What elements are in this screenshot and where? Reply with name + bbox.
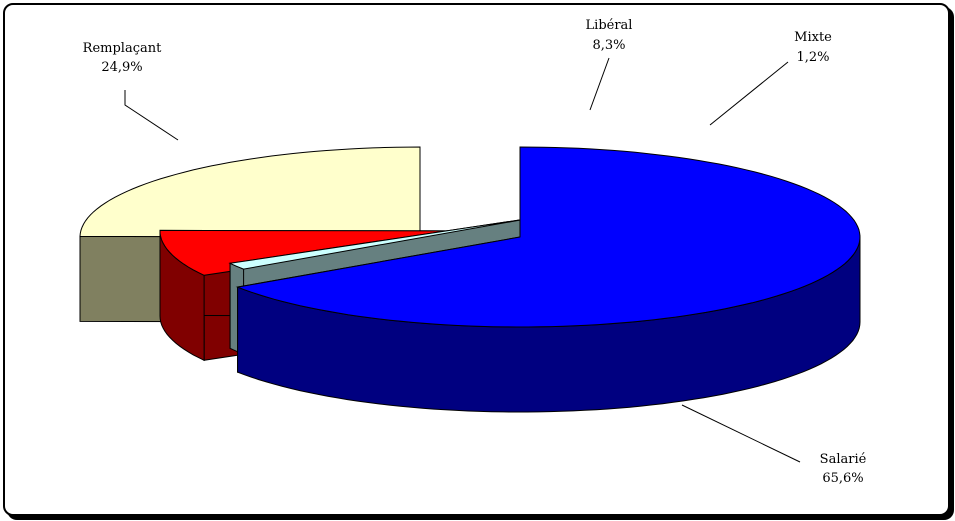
leader-remplacant — [124, 90, 179, 141]
leader-mixte — [709, 61, 789, 126]
label-remplacant-name: Remplaçant — [83, 41, 162, 56]
label-mixte-name: Mixte — [794, 30, 832, 45]
slice-salarie-top — [235, 146, 861, 328]
label-salarie-name: Salarié — [820, 452, 867, 467]
label-salarie-value: 65,6% — [822, 471, 863, 486]
slice-remplacant-top — [79, 146, 421, 238]
slice-mixte-top — [228, 218, 527, 270]
label-liberal-value: 8,3% — [592, 38, 625, 53]
slice-salarie — [235, 146, 861, 413]
label-mixte-value: 1,2% — [796, 50, 829, 65]
label-liberal-name: Libéral — [586, 18, 633, 33]
leader-liberal — [589, 57, 610, 111]
leader-salarie — [681, 404, 801, 463]
label-remplacant-value: 24,9% — [101, 60, 142, 75]
